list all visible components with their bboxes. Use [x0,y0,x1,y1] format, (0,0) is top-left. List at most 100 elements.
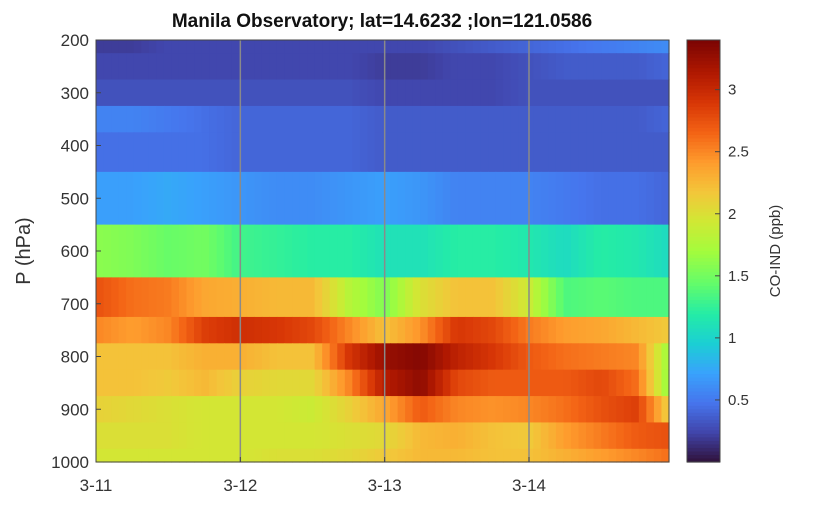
heatmap-cell [480,396,489,424]
heatmap-cell [616,171,625,226]
heatmap-cell [495,224,504,278]
heatmap-cell [276,448,286,463]
heatmap-cell [442,316,451,344]
heatmap-cell [646,53,655,81]
heatmap-cell [412,277,421,318]
heatmap-cell [329,132,338,173]
heatmap-cell [631,277,640,318]
heatmap-cell [246,40,255,54]
heatmap-cell [442,40,451,54]
colorbar-strip [687,113,720,118]
heatmap-cell [570,448,580,463]
heatmap-cell [510,79,519,107]
heatmap-cell [593,132,602,173]
heatmap-cell [397,171,406,226]
heatmap-cell [608,422,617,450]
heatmap-cell [563,277,572,318]
heatmap-cell [397,79,406,107]
colorbar-strip [687,342,720,347]
heatmap-cell [352,224,361,278]
heatmap-cell [472,224,482,278]
heatmap-cell [412,369,421,397]
heatmap-cell [307,132,316,173]
colorbar-strip [687,71,720,76]
heatmap-cell [653,343,663,371]
heatmap-cell [284,448,293,463]
heatmap-cell [284,224,293,278]
colorbar-strip [687,367,720,372]
heatmap-cell [608,369,617,397]
heatmap-cell [555,53,565,81]
heatmap-cell [111,448,120,463]
heatmap-cell [96,277,105,318]
heatmap-cell [141,53,150,81]
heatmap-cell [442,105,451,133]
heatmap-cell [299,343,308,371]
heatmap-cell [646,79,655,107]
heatmap-cell [563,79,572,107]
colorbar-strip [687,215,720,220]
y-tick-label: 200 [61,31,89,50]
heatmap-cell [276,422,286,450]
heatmap-cell [246,448,255,463]
heatmap-cell [616,343,625,371]
heatmap-cell [646,277,655,318]
heatmap-cell [194,422,203,450]
heatmap-cell [322,171,331,226]
heatmap-cell [126,277,135,318]
heatmap-cell [555,343,565,371]
colorbar-strip [687,289,720,294]
heatmap-cell [292,369,301,397]
heatmap-cell [525,369,534,397]
heatmap-cell [405,396,414,424]
heatmap-cell [503,224,512,278]
heatmap-cell [96,369,105,397]
heatmap-cell [382,277,391,318]
heatmap-cell [216,171,225,226]
heatmap-cell [284,105,293,133]
colorbar-strip [687,272,720,277]
heatmap-cell [465,343,474,371]
heatmap-cell [405,448,414,463]
heatmap-cell [359,422,369,450]
heatmap-cell [616,422,625,450]
heatmap-cell [322,396,331,424]
heatmap-cell [472,316,482,344]
heatmap-cell [156,79,165,107]
heatmap-cell [337,396,346,424]
heatmap-cell [374,105,384,133]
heatmap-cell [194,224,203,278]
heatmap-cell [178,53,188,81]
heatmap-cell [540,277,549,318]
heatmap-cell [472,369,482,397]
heatmap-cell [548,40,557,54]
heatmap-cell [578,40,587,54]
heatmap-cell [427,132,436,173]
heatmap-cell [548,132,557,173]
heatmap-cell [420,105,429,133]
colorbar-strip [687,444,720,449]
heatmap-cell [495,40,504,54]
heatmap-cell [292,132,301,173]
heatmap-cell [390,448,399,463]
x-tick-label: 3-12 [223,476,257,495]
heatmap-cell [209,448,218,463]
heatmap-cell [442,448,451,463]
heatmap-cell [216,132,225,173]
heatmap-cell [178,224,188,278]
heatmap-cell [495,396,504,424]
heatmap-cell [412,171,421,226]
heatmap-cell [601,224,610,278]
heatmap-cell [352,422,361,450]
heatmap-cell [209,40,218,54]
heatmap-cell [216,343,225,371]
heatmap-cell [638,396,647,424]
heatmap-cell [359,132,369,173]
heatmap-cell [224,396,233,424]
heatmap-cell [450,132,459,173]
heatmap-cell [126,224,135,278]
heatmap-cell [216,396,225,424]
heatmap-cell [457,79,467,107]
heatmap-cell [171,53,180,81]
heatmap-cell [586,132,595,173]
